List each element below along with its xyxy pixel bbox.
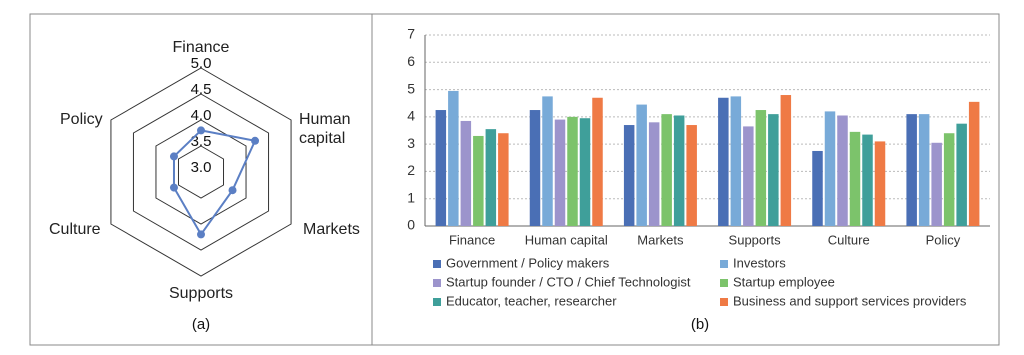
y-tick-label: 1 [407,189,415,205]
x-tick-label: Markets [637,232,684,247]
bar [956,123,967,226]
bar [730,96,742,227]
x-tick-label: Culture [828,232,870,247]
grid-hexagon [110,67,292,277]
r-tick-label: 3.0 [191,159,212,176]
bar [542,96,553,227]
r-tick-label: 5.0 [191,55,212,72]
axis-label: Human capital [299,111,351,147]
legend-swatch [433,279,441,287]
radar-point [197,126,205,135]
grid-hexagon [155,119,247,225]
caption: (b) [691,316,709,333]
bar [554,119,566,226]
r-tick-label: 4.5 [191,81,212,98]
bar [968,101,980,226]
bar [498,133,509,226]
bar [849,131,861,226]
bar [837,115,848,226]
bar [906,114,917,226]
caption: (a) [192,316,210,333]
bar [755,110,767,226]
x-tick-label: Supports [729,232,782,247]
bar [862,134,873,226]
r-tick-label: 3.5 [191,133,212,150]
bar [824,111,836,226]
radar-point [169,152,178,161]
bar [718,97,729,226]
bar [567,116,578,226]
legend-swatch [720,260,728,268]
bar [448,90,459,226]
radar-point [197,230,205,239]
bar [623,125,635,226]
r-tick-label: 4.0 [191,107,212,124]
legend-swatch [433,260,441,268]
x-tick-label: Finance [449,232,495,247]
bar [579,118,591,226]
bar [743,126,754,226]
bar [673,115,685,226]
legend-label: Investors [733,255,786,270]
bar [780,95,792,227]
frame [29,13,1000,346]
bar [661,114,672,226]
legend-label: Startup employee [733,274,835,289]
bar [592,97,603,226]
legend-swatch [720,298,728,306]
y-tick-label: 5 [407,80,415,96]
bar [943,133,955,226]
bar [636,104,647,226]
radar-point [169,183,178,192]
axis-label: Culture [49,221,101,238]
x-tick-label: Human capital [525,232,608,247]
axis-label: Supports [168,285,234,302]
axis-label: Policy [60,111,103,128]
bar [931,142,942,226]
bar [768,114,779,226]
y-tick-label: 6 [407,53,415,69]
y-tick-label: 3 [407,135,415,151]
grid-hexagon [177,145,225,199]
legend-label: Startup founder / CTO / Chief Technologi… [446,274,691,289]
legend-label: Government / Policy makers [446,255,610,270]
bar [435,110,447,226]
bar [473,135,484,226]
bar [460,120,472,226]
bar [812,150,823,226]
axis-label: Markets [303,221,360,238]
x-tick-label: Policy [926,232,961,247]
bar [485,129,497,226]
y-tick-label: 7 [407,26,415,42]
radar-line [172,129,257,237]
bar [529,110,541,226]
y-tick-label: 4 [407,108,415,124]
radar-point [251,136,260,145]
grid-hexagon [132,93,270,251]
bar [686,125,697,226]
bar [874,141,886,226]
legend-swatch [433,298,441,306]
legend-label: Business and support services providers [733,293,967,308]
bar [918,114,930,226]
axis-label: Finance [172,39,230,56]
legend-swatch [720,279,728,287]
y-tick-label: 2 [407,162,415,178]
legend-label: Educator, teacher, researcher [446,293,617,308]
bar [648,122,660,226]
radar-point [228,186,237,195]
y-tick-label: 0 [407,217,415,233]
